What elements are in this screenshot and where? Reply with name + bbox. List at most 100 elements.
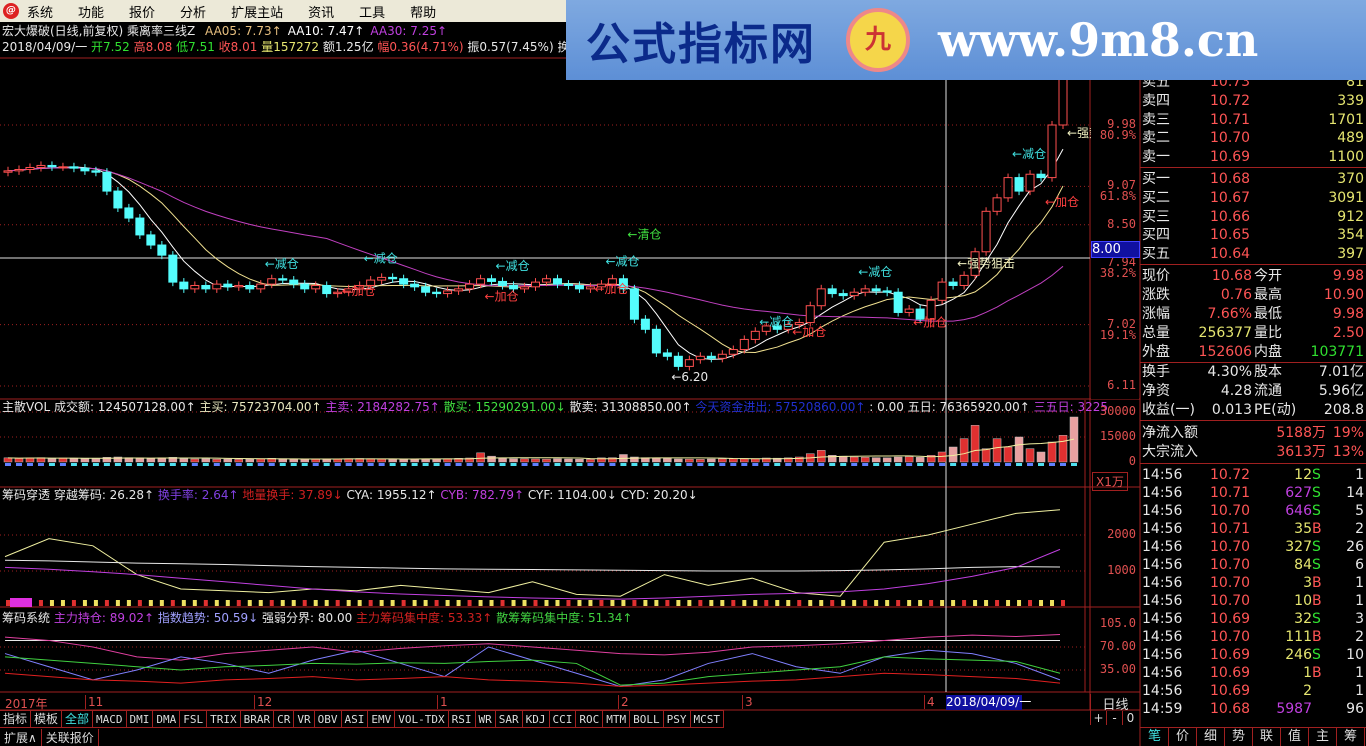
candle (794, 322, 804, 326)
volume-neg-bar (884, 463, 891, 466)
tab-boll[interactable]: BOLL (630, 711, 664, 727)
chip-bar (49, 600, 54, 606)
trade-price: 10.70 (1210, 575, 1251, 591)
trade-time: 14:56 (1142, 647, 1183, 663)
tab-kdj[interactable]: KDJ (523, 711, 550, 727)
tab-cr[interactable]: CR (274, 711, 295, 727)
trade-price: 10.72 (1210, 467, 1251, 483)
candle (80, 167, 90, 172)
chip-bar (269, 600, 274, 606)
tab-brar[interactable]: BRAR (241, 711, 275, 727)
panel-value: : 0.00 (865, 400, 904, 414)
volume-neg-bar (48, 463, 55, 466)
volume-neg-bar (961, 463, 968, 466)
volume-bar (1003, 446, 1013, 463)
candle (959, 274, 969, 286)
menu-system[interactable]: 系统 (27, 5, 54, 21)
menu-ext-site[interactable]: 扩展主站 (231, 5, 284, 21)
volume-neg-bar (631, 463, 638, 466)
related-quote-button[interactable]: 关联报价 (42, 729, 99, 746)
tab-dmi[interactable]: DMI (127, 711, 154, 727)
menu-analysis[interactable]: 分析 (180, 5, 207, 21)
signal-annotation: ←减仓 (1012, 147, 1046, 161)
tab-macd[interactable]: MACD (93, 711, 127, 727)
volume-bar (355, 458, 364, 463)
period-label[interactable]: 日线 (1090, 694, 1140, 713)
system-line (4, 646, 1061, 687)
chip-bar (808, 600, 813, 606)
candle (267, 278, 277, 285)
right-tab-7[interactable]: 筹 (1337, 728, 1365, 746)
vol-unit-label: X1万 (1092, 472, 1128, 491)
zoom-reset-button[interactable]: 0 (1122, 711, 1138, 725)
tab-roc[interactable]: ROC (576, 711, 604, 727)
time-axis-label: 2017年 (5, 697, 48, 711)
volume-bar (992, 438, 1002, 463)
candle (124, 207, 134, 219)
chip-bar (478, 600, 483, 606)
right-tab-1[interactable]: 价 (1169, 728, 1197, 746)
volume-neg-bar (983, 463, 990, 466)
tab-fsl[interactable]: FSL (180, 711, 208, 727)
candle (91, 170, 101, 173)
tab-emv[interactable]: EMV (368, 711, 396, 727)
menu-function[interactable]: 功能 (78, 5, 105, 21)
stat-value: 256377 (1198, 325, 1252, 341)
right-tab-3[interactable]: 势 (1225, 728, 1253, 746)
tab-mcst[interactable]: MCST (691, 711, 725, 727)
tab-trix[interactable]: TRIX (207, 711, 241, 727)
volume-bar (1069, 416, 1079, 463)
tab-mtm[interactable]: MTM (603, 711, 631, 727)
chip-bar (621, 600, 626, 606)
volume-neg-bar (367, 463, 374, 466)
tab-全部[interactable]: 全部 (62, 711, 94, 727)
menu-news[interactable]: 资讯 (308, 5, 335, 21)
chip-bar (390, 600, 395, 606)
candle (311, 284, 321, 290)
volume-bar (58, 457, 68, 463)
tab-指标[interactable]: 指标 (0, 711, 32, 727)
candle (904, 308, 914, 313)
tab-rsi[interactable]: RSI (449, 711, 476, 727)
candle (509, 284, 519, 290)
signal-annotation: ←加仓 (594, 282, 628, 296)
tab-vol-tdx[interactable]: VOL-TDX (395, 711, 449, 727)
volume-bar (14, 458, 24, 463)
right-tab-5[interactable]: 值 (1281, 728, 1309, 746)
chip-bar (137, 600, 142, 606)
price: 10.67 (1210, 189, 1251, 206)
tab-obv[interactable]: OBV (315, 711, 342, 727)
zoom-in-button[interactable]: + (1090, 711, 1106, 725)
tab-cci[interactable]: CCI (550, 711, 577, 727)
menu-quote[interactable]: 报价 (129, 5, 156, 21)
candle (454, 288, 464, 292)
panel-value: 主力持仓: 89.02↑ (50, 611, 155, 625)
trade-time: 14:56 (1142, 503, 1183, 519)
trade-side: S (1312, 611, 1321, 627)
price: 10.68 (1210, 171, 1251, 187)
tab-vr[interactable]: VR (294, 711, 315, 727)
right-tab-4[interactable]: 联 (1253, 728, 1281, 746)
expand-button[interactable]: 扩展∧ (0, 729, 42, 746)
right-tab-2[interactable]: 细 (1197, 728, 1225, 746)
zoom-out-button[interactable]: - (1106, 711, 1122, 725)
volume-bar (201, 458, 211, 463)
chip-panel-title: 筹码穿透 穿越筹码: 26.28↑ 换手率: 2.64↑ 地量换手: 37.89… (2, 488, 698, 502)
candle (355, 284, 365, 290)
tab-wr[interactable]: WR (476, 711, 496, 727)
trade-price: 10.69 (1210, 647, 1251, 663)
trade-volume: 627 (1285, 485, 1312, 501)
candle (948, 281, 958, 286)
tab-psy[interactable]: PSY (664, 711, 691, 727)
tab-sar[interactable]: SAR (496, 711, 523, 727)
right-tab-6[interactable]: 主 (1309, 728, 1337, 746)
menu-tools[interactable]: 工具 (359, 5, 386, 21)
tab-asi[interactable]: ASI (342, 711, 369, 727)
right-tab-0[interactable]: 笔 (1141, 728, 1169, 746)
volume-neg-bar (510, 463, 517, 466)
tab-dma[interactable]: DMA (153, 711, 181, 727)
volume-neg-bar (862, 463, 869, 466)
level-label: 买一 (1142, 171, 1170, 187)
tab-模板[interactable]: 模板 (31, 711, 63, 727)
menu-help[interactable]: 帮助 (410, 5, 437, 21)
